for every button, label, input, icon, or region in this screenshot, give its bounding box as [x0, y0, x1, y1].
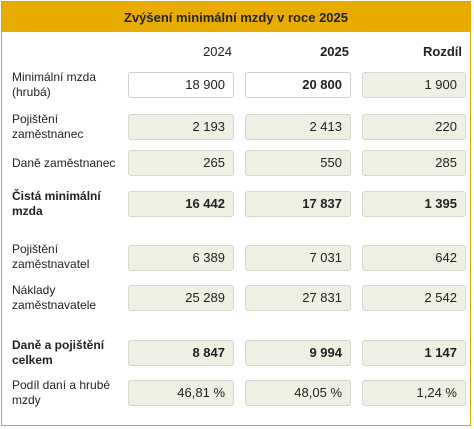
- value-diff: 1 395: [362, 191, 466, 217]
- value-2025: 48,05 %: [245, 380, 351, 406]
- table-title: Zvýšení minimální mzdy v roce 2025: [2, 2, 470, 32]
- column-header-diff: Rozdíl: [423, 44, 462, 59]
- row-label: Čistá minimální mzda: [12, 189, 101, 218]
- value-2024: 6 389: [128, 245, 234, 271]
- value-diff: 642: [362, 245, 466, 271]
- value-2024: 16 442: [128, 191, 234, 217]
- value-diff: 220: [362, 114, 466, 140]
- value-2025: 550: [245, 150, 351, 176]
- value-2024: 265: [128, 150, 234, 176]
- row-label: Minimální mzda (hrubá): [12, 70, 97, 99]
- value-2025: 2 413: [245, 114, 351, 140]
- value-diff: 1 900: [362, 72, 466, 98]
- value-2025: 27 831: [245, 285, 351, 311]
- row-label: Podíl daní a hrubé mzdy: [12, 378, 111, 407]
- value-2025: 17 837: [245, 191, 351, 217]
- value-2024: 8 847: [128, 340, 234, 366]
- row-label: Pojištění zaměstnavatel: [12, 242, 90, 271]
- value-diff: 1,24 %: [362, 380, 466, 406]
- value-diff: 1 147: [362, 340, 466, 366]
- column-header-2024: 2024: [203, 44, 232, 59]
- value-diff: 285: [362, 150, 466, 176]
- row-label: Daně a pojištění celkem: [12, 338, 105, 367]
- value-2024: 25 289: [128, 285, 234, 311]
- column-header-2025: 2025: [320, 44, 349, 59]
- value-diff: 2 542: [362, 285, 466, 311]
- value-2024[interactable]: 18 900: [128, 72, 234, 98]
- row-label: Pojištění zaměstnanec: [12, 112, 84, 141]
- row-label: Náklady zaměstnavatele: [12, 283, 97, 312]
- value-2024: 46,81 %: [128, 380, 234, 406]
- value-2024: 2 193: [128, 114, 234, 140]
- value-2025: 7 031: [245, 245, 351, 271]
- value-2025[interactable]: 20 800: [245, 72, 351, 98]
- row-label: Daně zaměstnanec: [12, 156, 116, 170]
- value-2025: 9 994: [245, 340, 351, 366]
